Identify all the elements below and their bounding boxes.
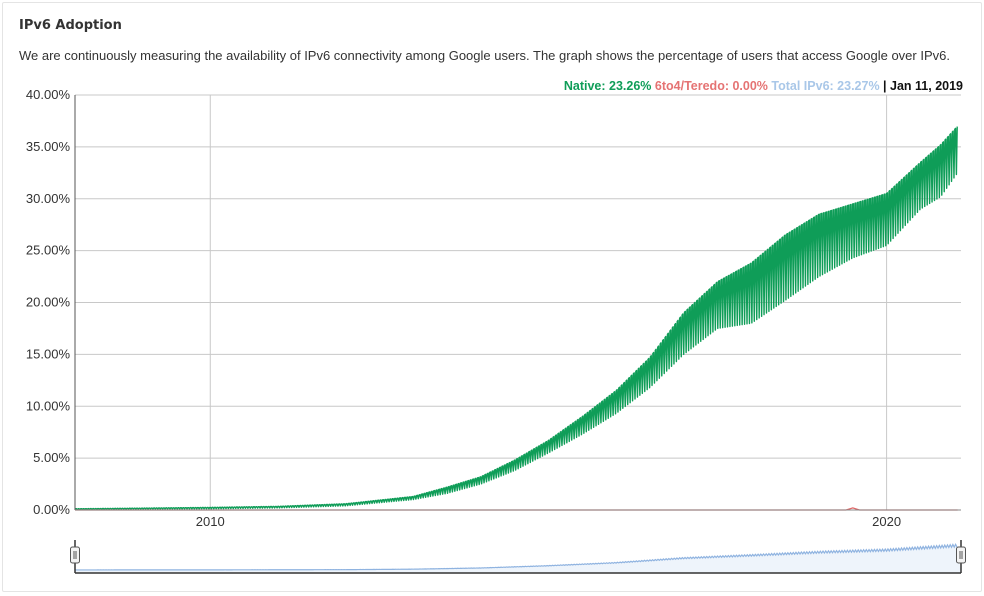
legend-native: Native: 23.26% [563, 79, 652, 93]
y-tick-label: 40.00% [26, 87, 71, 102]
y-tick-label: 20.00% [26, 295, 71, 310]
x-tick-label: 2020 [872, 514, 901, 529]
range-navigator[interactable] [70, 540, 966, 574]
navigator-left-handle[interactable] [70, 546, 80, 564]
handle-grip[interactable] [70, 546, 80, 564]
series-native-line[interactable] [74, 126, 958, 511]
y-tick-label: 0.00% [33, 502, 70, 517]
navigator-area [75, 544, 961, 573]
chart-legend: Native: 23.26% 6to4/Teredo: 0.00% Total … [564, 79, 963, 93]
chart-description: We are continuously measuring the availa… [19, 48, 950, 63]
chart-axes: 0.00% 5.00% 10.00% 15.00% 20.00% 25.00% 30.00%… [26, 87, 961, 529]
y-tick-label: 5.00% [33, 450, 70, 465]
chart-grid [75, 94, 961, 511]
legend-separator: | [879, 79, 891, 93]
navigator-right-handle[interactable] [956, 546, 966, 564]
x-tick-label: 2010 [196, 514, 225, 529]
handle-grip[interactable] [956, 546, 966, 564]
y-tick-label: 10.00% [26, 398, 71, 413]
legend-date: Jan 11, 2019 [890, 79, 963, 93]
navigator-total-line [75, 542, 958, 571]
legend-total: Total IPv6: 23.27% [771, 79, 880, 93]
y-tick-label: 30.00% [26, 191, 71, 206]
page-title: IPv6 Adoption [19, 18, 122, 33]
y-tick-label: 25.00% [26, 243, 71, 258]
y-tick-label: 15.00% [26, 346, 71, 361]
y-tick-label: 35.00% [26, 139, 71, 154]
legend-teredo: 6to4/Teredo: 0.00% [654, 79, 768, 93]
chart-series[interactable] [74, 126, 958, 511]
